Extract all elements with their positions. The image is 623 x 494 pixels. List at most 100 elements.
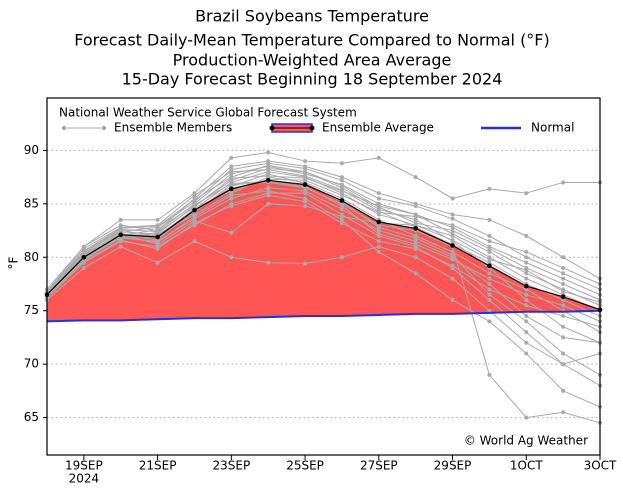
legend-label: Normal (531, 121, 574, 135)
member-point (339, 255, 344, 260)
member-point (229, 230, 234, 235)
member-point (450, 231, 455, 236)
y-tick-label: 65 (24, 410, 39, 424)
member-point (524, 265, 529, 270)
member-point (229, 169, 234, 174)
member-point (450, 253, 455, 258)
average-point (339, 198, 345, 203)
member-point (192, 214, 197, 219)
member-point (376, 225, 381, 230)
average-point (229, 186, 234, 192)
member-point (266, 163, 271, 168)
x-tick-label: 1OCT (510, 459, 543, 473)
member-line (46, 164, 601, 301)
member-point (303, 199, 308, 204)
member-point (118, 238, 123, 243)
member-point (561, 410, 566, 415)
member-point (561, 276, 566, 281)
member-point (413, 203, 418, 208)
member-line (46, 203, 601, 303)
x-tick-label: 29SEP (434, 459, 472, 473)
y-tick-label: 75 (24, 303, 39, 317)
member-point (339, 178, 344, 183)
member-point (561, 324, 566, 329)
member-point (487, 292, 492, 297)
member-point (524, 351, 529, 356)
member-point (487, 217, 492, 222)
member-point (339, 183, 344, 188)
x-tick-label: 27SEP (360, 459, 398, 473)
member-point (524, 271, 529, 276)
member-point (487, 281, 492, 286)
member-point (155, 227, 160, 232)
member-point (229, 175, 234, 180)
member-point (487, 249, 492, 254)
member-point (266, 201, 271, 206)
member-point (524, 319, 529, 324)
member-line (46, 169, 601, 317)
legend-label: Ensemble Average (322, 121, 434, 135)
legend-average-dot (309, 125, 315, 131)
y-tick-label: 80 (24, 250, 39, 264)
member-point (155, 246, 160, 251)
member-point (303, 196, 308, 201)
member-point (339, 203, 344, 208)
x-tick-label: 3OCT (584, 459, 617, 473)
member-point (339, 187, 344, 192)
average-point (155, 234, 160, 240)
member-line (46, 152, 600, 290)
member-point (266, 174, 271, 179)
member-point (487, 246, 492, 251)
member-point (450, 263, 455, 268)
member-point (487, 308, 492, 313)
member-point (561, 362, 566, 367)
member-point (192, 202, 197, 207)
member-point (339, 193, 344, 198)
member-point (376, 205, 381, 210)
member-point (303, 159, 308, 164)
member-point (303, 169, 308, 174)
member-point (487, 186, 492, 191)
average-point (118, 232, 124, 238)
y-axis-label: °F (7, 256, 21, 269)
member-point (561, 303, 566, 308)
member-point (450, 228, 455, 233)
member-point (561, 289, 566, 294)
member-point (303, 166, 308, 171)
member-point (229, 203, 234, 208)
member-line (46, 162, 601, 294)
member-point (118, 226, 123, 231)
member-point (524, 233, 529, 238)
member-point (487, 372, 492, 377)
member-point (524, 330, 529, 335)
member-point (524, 276, 529, 281)
average-point (81, 254, 87, 260)
y-tick-label: 90 (24, 143, 39, 157)
member-point (229, 193, 234, 198)
member-point (413, 217, 418, 222)
member-line (46, 165, 601, 296)
member-point (229, 181, 234, 186)
member-point (450, 276, 455, 281)
member-point (413, 212, 418, 217)
member-point (339, 175, 344, 180)
member-point (81, 248, 86, 253)
subtitle: Production-Weighted Area Average (173, 51, 452, 70)
x-tick-label: 21SEP (139, 459, 177, 473)
member-point (266, 188, 271, 193)
member-point (561, 180, 566, 185)
member-point (266, 185, 271, 190)
member-point (192, 218, 197, 223)
member-point (524, 292, 529, 297)
member-line (46, 168, 601, 344)
member-point (192, 197, 197, 202)
member-point (524, 255, 529, 260)
member-point (376, 209, 381, 214)
member-point (487, 298, 492, 303)
member-point (524, 249, 529, 254)
member-point (524, 191, 529, 196)
member-line (46, 180, 601, 322)
member-point (450, 223, 455, 228)
member-line (46, 175, 601, 306)
member-point (376, 155, 381, 160)
